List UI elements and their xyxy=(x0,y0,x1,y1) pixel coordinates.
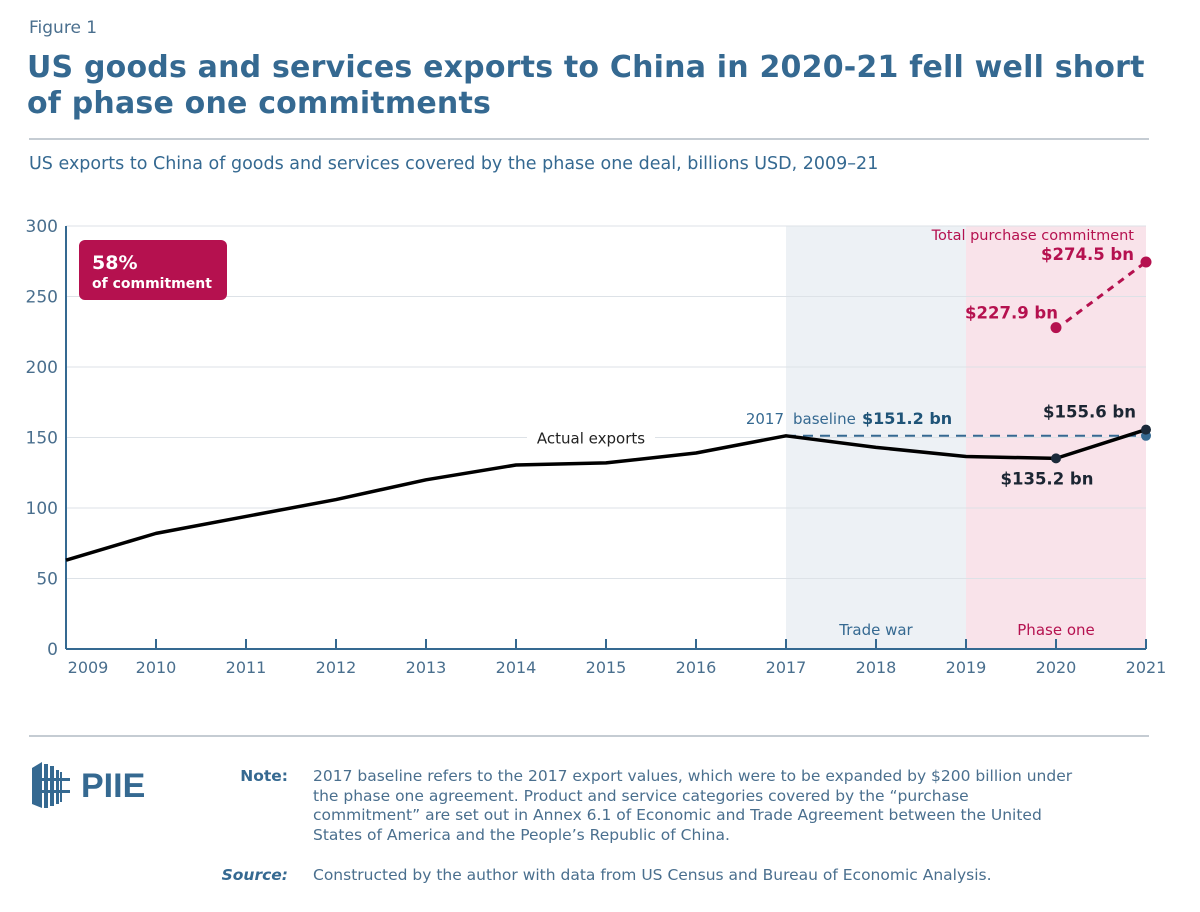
commitment-2021-label: $274.5 bn xyxy=(1041,245,1134,264)
x-tick-label: 2019 xyxy=(946,658,987,677)
note-line: the phase one agreement. Product and ser… xyxy=(313,786,969,805)
x-tick-label: 2016 xyxy=(676,658,717,677)
commitment-badge: 58% of commitment xyxy=(79,240,227,300)
chart-title: US goods and services exports to China i… xyxy=(27,50,1145,121)
y-tick-label: 200 xyxy=(26,358,58,378)
piie-building-icon: PIIE xyxy=(32,762,145,808)
line-chart: 0 50 100 150 200 250 300 2009 2010 2011 2012 2013 20… xyxy=(26,217,1167,677)
commitment-title: Total purchase commitment xyxy=(931,228,1135,244)
actual-exports-line xyxy=(65,427,1147,562)
footer-divider xyxy=(29,735,1149,737)
logo-text: PIIE xyxy=(81,767,145,805)
actual-2020-label: $135.2 bn xyxy=(1001,469,1094,488)
note-line: 2017 baseline refers to the 2017 export … xyxy=(313,767,1073,785)
note-line: commitment” are set out in Annex 6.1 of … xyxy=(313,806,1042,824)
baseline-year-label: 2017 xyxy=(746,410,784,428)
actual-2021-label: $155.6 bn xyxy=(1043,403,1136,422)
baseline-value-label: $151.2 bn xyxy=(862,409,952,428)
x-tick-label: 2011 xyxy=(226,658,267,677)
x-tick-label: 2010 xyxy=(136,658,177,677)
x-tick-label: 2012 xyxy=(316,658,357,677)
actual-exports-label: Actual exports xyxy=(537,430,645,448)
x-tick-label: 2017 xyxy=(766,658,807,677)
note-text: 2017 baseline refers to the 2017 export … xyxy=(313,767,1163,845)
baseline-label: baseline xyxy=(793,410,856,428)
actual-exports-point xyxy=(1141,424,1151,435)
title-divider xyxy=(29,138,1149,140)
label-background xyxy=(527,425,655,450)
source-label: Source: xyxy=(221,866,288,884)
actual-exports-point xyxy=(1051,453,1061,464)
region-label: Phase one xyxy=(1017,621,1094,639)
badge-value: 58% xyxy=(92,252,137,274)
badge-text: of commitment xyxy=(92,276,212,292)
x-tick-label: 2009 xyxy=(68,658,109,677)
region-label: Trade war xyxy=(838,621,913,639)
x-tick-label: 2014 xyxy=(496,658,537,677)
figure-label: Figure 1 xyxy=(29,18,98,38)
note-line: States of America and the People’s Repub… xyxy=(313,825,730,844)
chart-subtitle: US exports to China of goods and service… xyxy=(29,154,879,174)
commitment-2020-label: $227.9 bn xyxy=(965,304,1058,323)
x-tick-label: 2015 xyxy=(586,658,627,677)
y-tick-label: 50 xyxy=(36,570,58,590)
commitment-point xyxy=(1140,256,1152,268)
piie-logo: PIIE xyxy=(28,760,168,810)
x-tick-label: 2020 xyxy=(1036,658,1077,677)
y-tick-label: 250 xyxy=(26,288,58,308)
x-tick-label: 2021 xyxy=(1126,658,1167,677)
commitment-point xyxy=(1050,322,1062,334)
y-tick-label: 0 xyxy=(47,640,58,660)
y-tick-label: 100 xyxy=(26,499,58,519)
badge-background xyxy=(79,240,227,300)
y-tick-label: 300 xyxy=(26,217,58,237)
y-tick-label: 150 xyxy=(26,429,58,449)
x-tick-label: 2013 xyxy=(406,658,447,677)
commitment-line xyxy=(1065,260,1147,323)
note-label: Note: xyxy=(240,767,288,785)
x-tick-label: 2018 xyxy=(856,658,897,677)
source-text: Constructed by the author with data from… xyxy=(313,866,992,884)
